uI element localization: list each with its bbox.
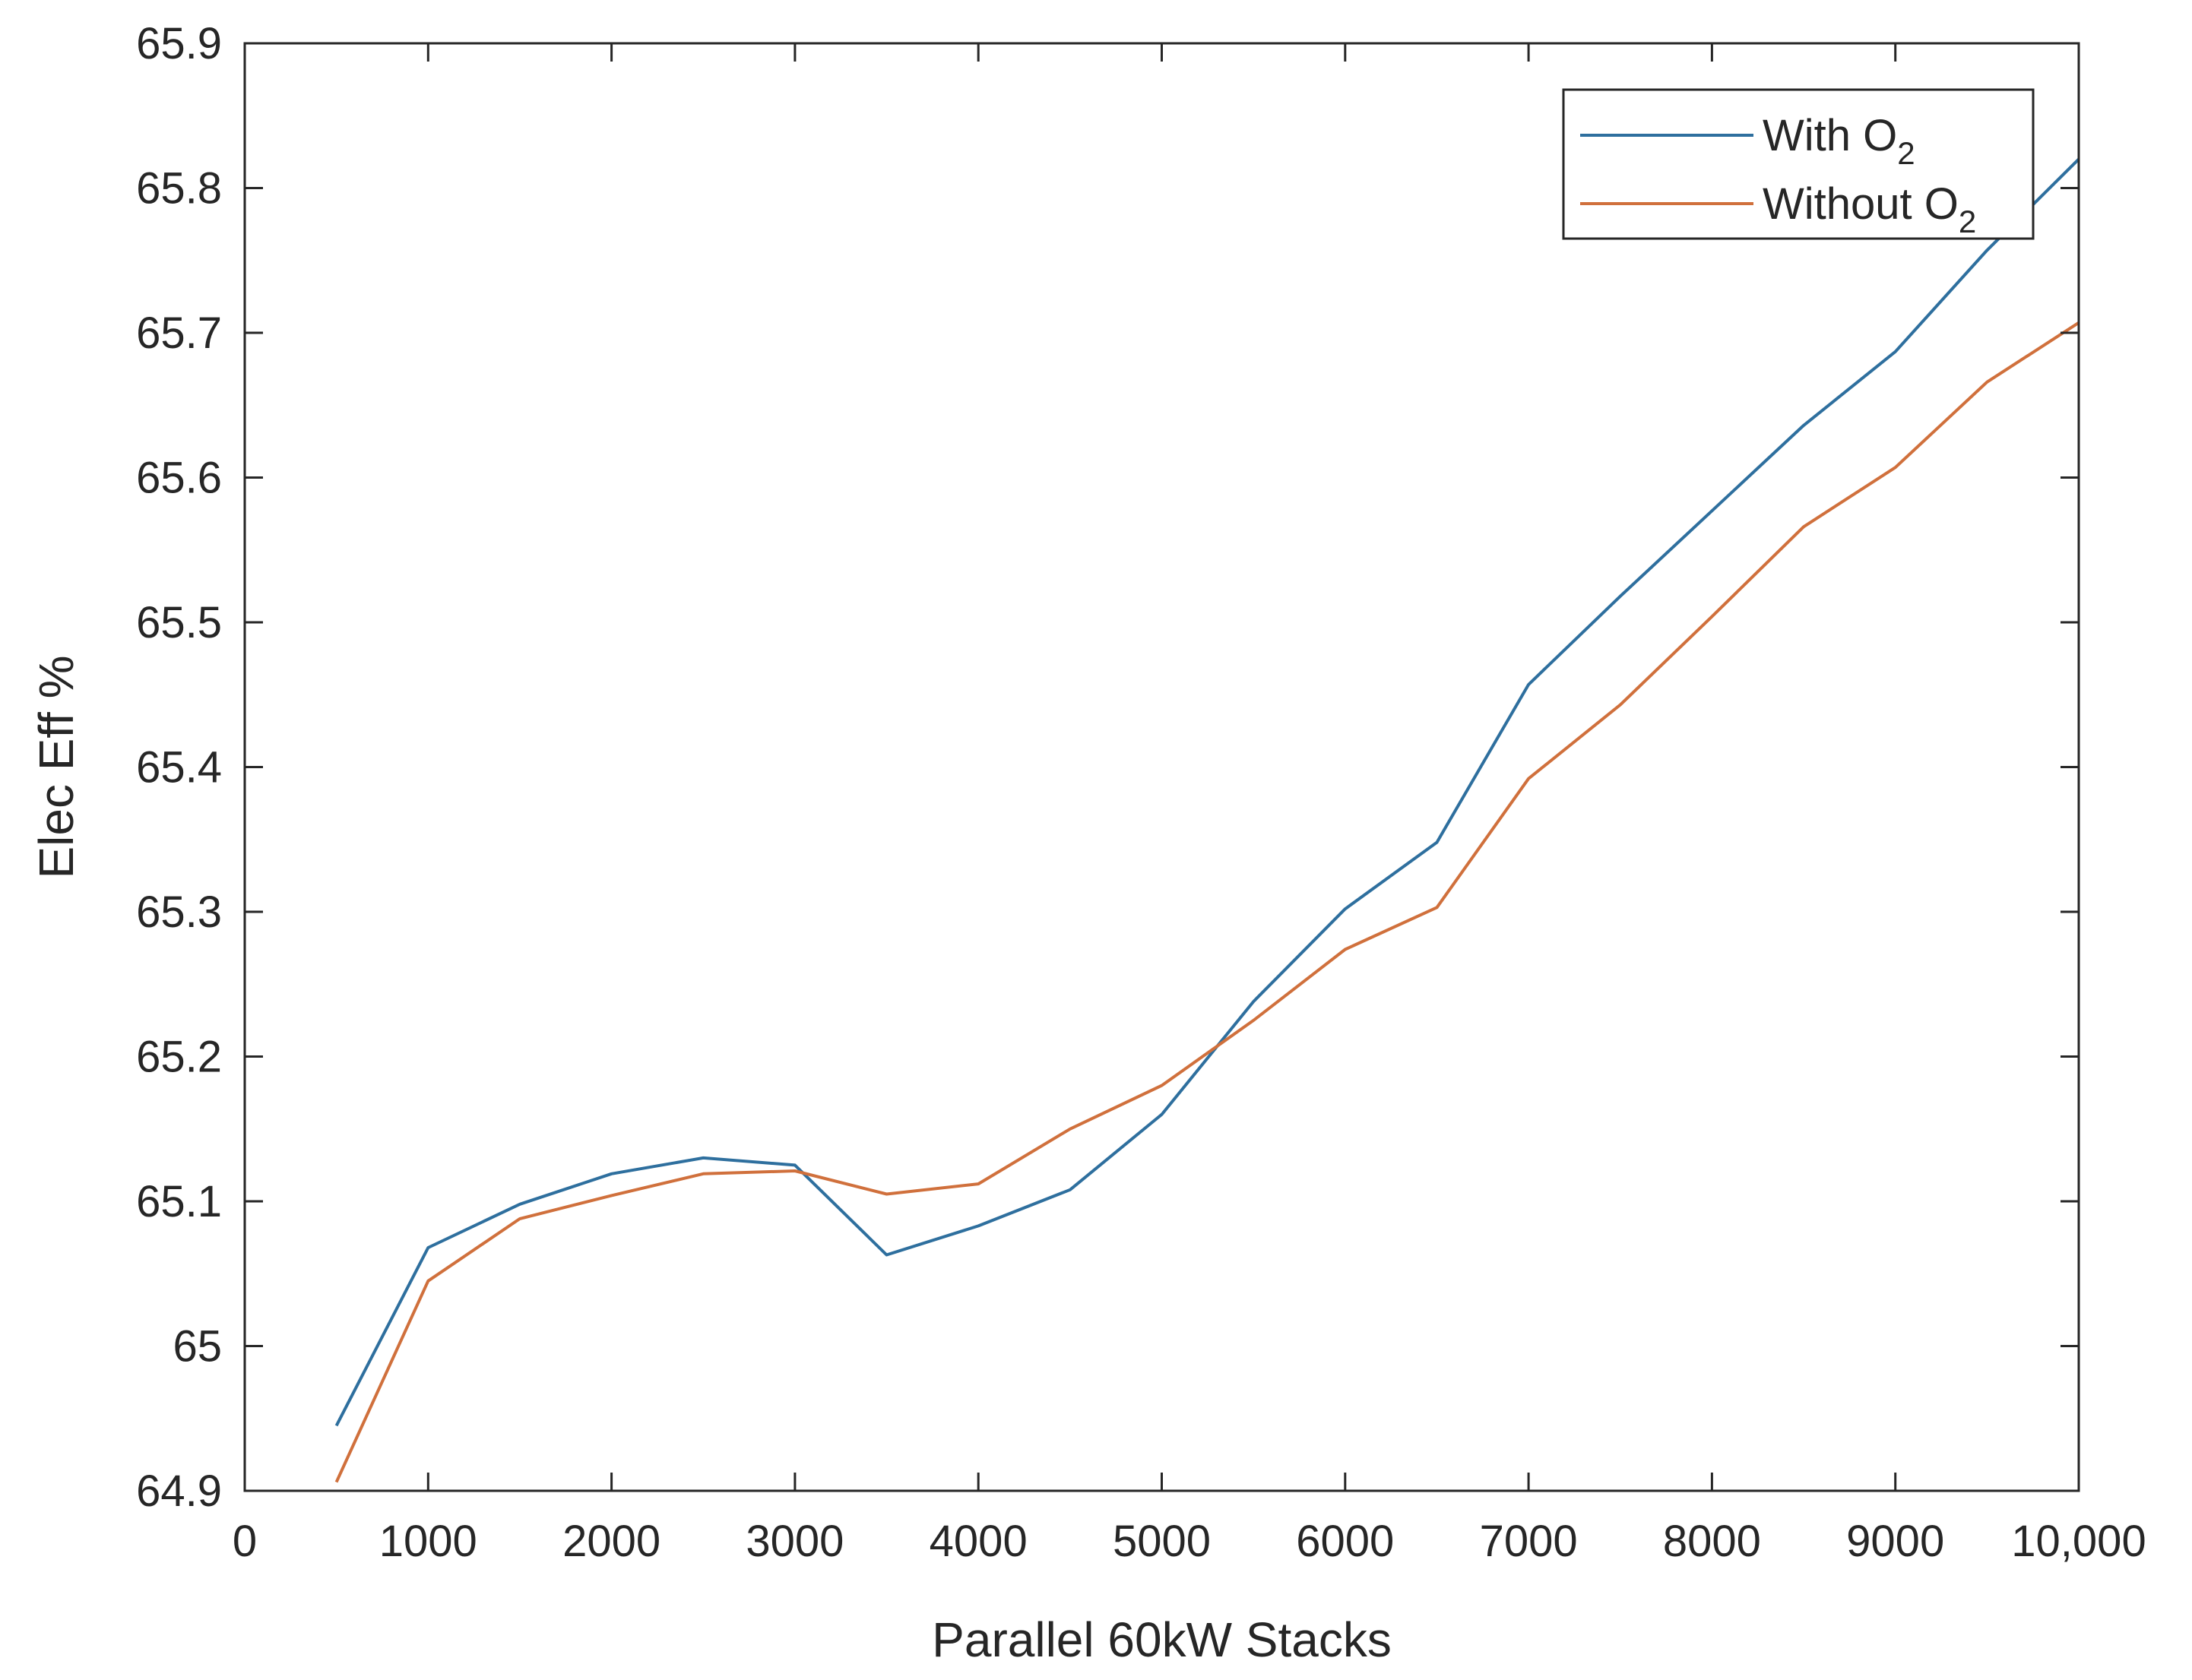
- y-tick-label: 65.7: [136, 308, 222, 358]
- x-tick-label: 1000: [379, 1517, 477, 1566]
- y-tick-label: 65.3: [136, 887, 222, 937]
- x-tick-label: 7000: [1480, 1517, 1578, 1566]
- y-tick-label: 65.6: [136, 454, 222, 503]
- x-tick-label: 2000: [562, 1517, 660, 1566]
- series-line-without-o2: [334, 321, 2080, 1483]
- y-tick-label: 65.4: [136, 743, 222, 793]
- y-axis-title: Elec Eff %: [29, 655, 84, 878]
- y-tick-label: 64.9: [136, 1466, 222, 1516]
- y-tick-label: 65.5: [136, 598, 222, 647]
- x-tick-label: 8000: [1663, 1517, 1761, 1566]
- x-tick-label: 0: [233, 1517, 257, 1566]
- x-tick-label: 6000: [1296, 1517, 1394, 1566]
- x-tick-label: 3000: [746, 1517, 844, 1566]
- x-axis-title: Parallel 60kW Stacks: [932, 1612, 1392, 1667]
- x-tick-label: 5000: [1113, 1517, 1211, 1566]
- ticks-layer: 0 1000 2000 3000 4000 5000 6000 7000 8000 9000 10,…: [136, 19, 2146, 1566]
- legend-box: [1562, 88, 2035, 240]
- x-tick-label: 10,000: [2011, 1517, 2146, 1566]
- legend-label-subscript: 2: [1959, 204, 1976, 239]
- y-tick-label: 65.9: [136, 19, 222, 68]
- y-tick-label: 65.8: [136, 164, 222, 214]
- x-tick-label: 9000: [1846, 1517, 1944, 1566]
- y-tick-label: 65.1: [136, 1177, 222, 1226]
- legend-label-subscript: 2: [1897, 135, 1915, 171]
- y-tick-label: 65.2: [136, 1033, 222, 1082]
- x-tick-label: 4000: [930, 1517, 1028, 1566]
- y-tick-label: 65: [173, 1322, 222, 1372]
- series-layer: [334, 157, 2080, 1483]
- series-line-with-o2: [334, 157, 2080, 1427]
